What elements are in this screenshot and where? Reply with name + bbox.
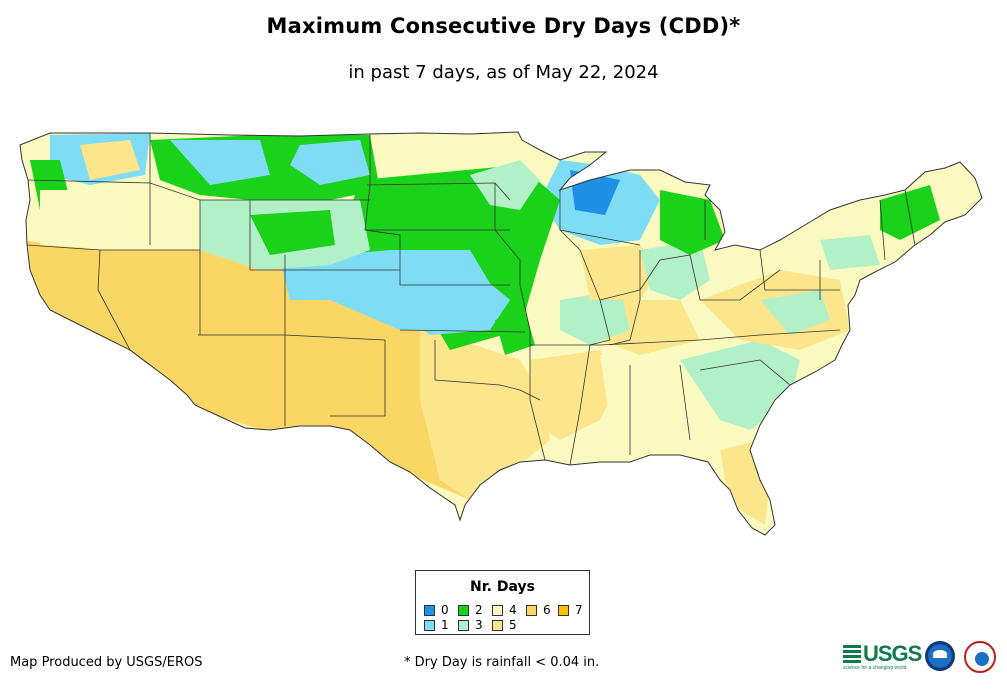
- noaa-bird-icon: [933, 650, 947, 658]
- usgs-logo: USGS science for a changing world: [843, 641, 922, 671]
- legend-label: 5: [509, 618, 517, 632]
- legend-item-1: 1: [424, 618, 449, 632]
- usgs-tagline: science for a changing world: [843, 665, 907, 671]
- map-title: Maximum Consecutive Dry Days (CDD)*: [266, 14, 741, 38]
- legend-label: 0: [441, 603, 449, 617]
- usgs-wave-icon: [843, 645, 861, 663]
- legend-label: 4: [509, 603, 517, 617]
- legend-title: Nr. Days: [470, 579, 535, 595]
- legend-label: 2: [475, 603, 483, 617]
- legend-item-2: 2: [458, 603, 483, 617]
- nws-emblem-icon: [973, 650, 991, 668]
- map-subtitle: in past 7 days, as of May 22, 2024: [348, 62, 659, 83]
- legend-swatch: [458, 619, 469, 631]
- noaa-logo: [925, 641, 955, 671]
- legend-swatch: [558, 604, 569, 616]
- nws-logo: [964, 641, 996, 673]
- legend-swatch: [526, 604, 537, 616]
- legend-label: 7: [575, 603, 583, 617]
- legend-swatch: [424, 604, 435, 616]
- legend-label: 3: [475, 618, 483, 632]
- legend-item-5: 5: [492, 618, 517, 632]
- map-credit: Map Produced by USGS/EROS: [10, 655, 203, 670]
- usgs-logo-text: USGS: [863, 641, 922, 666]
- legend-swatch: [458, 604, 469, 616]
- legend-swatch: [492, 619, 503, 631]
- legend-swatch: [492, 604, 503, 616]
- legend-label: 1: [441, 618, 449, 632]
- legend-item-3: 3: [458, 618, 483, 632]
- legend-item-7: 7: [558, 603, 583, 617]
- legend-item-4: 4: [492, 603, 517, 617]
- legend-item-0: 0: [424, 603, 449, 617]
- legend-swatch: [424, 619, 435, 631]
- dry-day-footnote: * Dry Day is rainfall < 0.04 in.: [404, 655, 600, 670]
- legend-item-6: 6: [526, 603, 551, 617]
- legend-label: 6: [543, 603, 551, 617]
- map-legend: Nr. Days 0 1 2 3 4 5 6 7: [415, 570, 590, 635]
